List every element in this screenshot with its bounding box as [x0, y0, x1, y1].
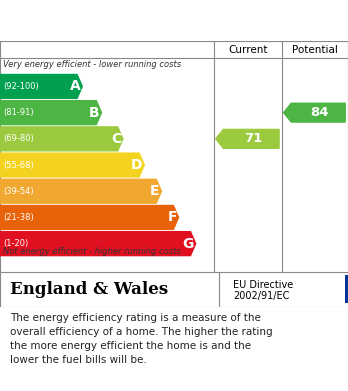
- Bar: [345, 275, 348, 303]
- Text: D: D: [131, 158, 143, 172]
- Text: (39-54): (39-54): [3, 187, 33, 196]
- Text: (55-68): (55-68): [3, 161, 33, 170]
- Text: Current: Current: [228, 45, 268, 55]
- Polygon shape: [216, 129, 279, 148]
- Text: E: E: [150, 184, 160, 198]
- Text: (81-91): (81-91): [3, 108, 33, 117]
- Text: The energy efficiency rating is a measure of the
overall efficiency of a home. T: The energy efficiency rating is a measur…: [10, 313, 273, 365]
- Polygon shape: [284, 103, 345, 122]
- Text: 71: 71: [244, 132, 262, 145]
- Text: Very energy efficient - lower running costs: Very energy efficient - lower running co…: [3, 60, 181, 69]
- Text: B: B: [89, 106, 100, 120]
- Text: 84: 84: [311, 106, 329, 119]
- Text: EU Directive: EU Directive: [233, 280, 293, 290]
- Text: (69-80): (69-80): [3, 135, 33, 143]
- Text: C: C: [111, 132, 121, 146]
- Polygon shape: [0, 232, 196, 256]
- Polygon shape: [0, 75, 82, 99]
- Text: G: G: [183, 237, 194, 251]
- Text: A: A: [70, 79, 80, 93]
- Text: (1-20): (1-20): [3, 239, 28, 248]
- Polygon shape: [0, 206, 179, 230]
- Polygon shape: [0, 179, 161, 203]
- Text: (92-100): (92-100): [3, 82, 39, 91]
- Polygon shape: [0, 153, 144, 177]
- Text: Not energy efficient - higher running costs: Not energy efficient - higher running co…: [3, 247, 181, 256]
- Text: F: F: [167, 210, 177, 224]
- Text: Potential: Potential: [292, 45, 338, 55]
- Text: Energy Efficiency Rating: Energy Efficiency Rating: [50, 11, 298, 30]
- Polygon shape: [0, 127, 123, 151]
- Text: England & Wales: England & Wales: [10, 281, 168, 298]
- Polygon shape: [0, 101, 102, 125]
- Text: 2002/91/EC: 2002/91/EC: [233, 291, 290, 301]
- Text: (21-38): (21-38): [3, 213, 33, 222]
